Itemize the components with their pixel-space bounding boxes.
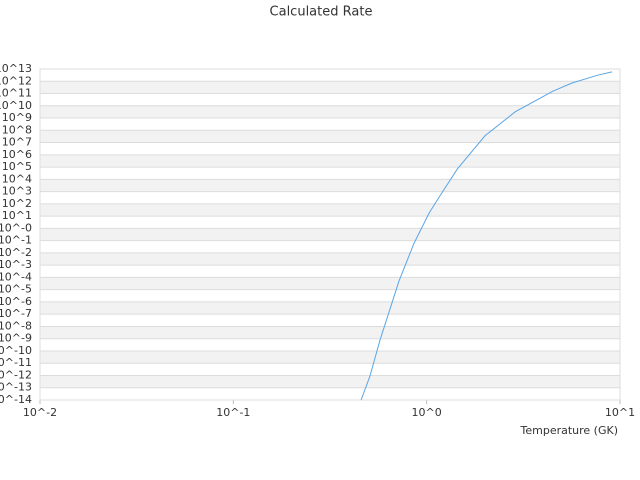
grid-band [40,301,620,315]
y-tick-label: 10^11 [0,87,32,100]
y-tick-label: 10^-5 [0,283,32,296]
y-tick-label: 10^12 [0,74,32,87]
y-tick-label: 10^10 [0,99,32,112]
y-tick-label: 10^5 [2,160,32,173]
y-tick-label: 10^-4 [0,270,32,283]
x-axis-label: Temperature (GK) [520,424,619,437]
grid-band [40,154,620,168]
y-tick-label: 10^6 [2,148,32,161]
grid-band [40,326,620,339]
grid-band [40,81,620,94]
y-tick-label: 10^-13 [0,381,32,394]
y-tick-label: 10^1 [2,209,32,222]
grid-band [40,228,620,241]
grid-band [40,130,620,143]
grid-band [40,105,620,119]
y-tick-label: 10^-0 [0,221,32,234]
y-tick-label: 10^3 [2,185,32,198]
grid-band [40,350,620,364]
plot-frame [39,68,621,401]
y-tick-label: 10^-11 [0,356,32,369]
x-tick-label: 10^0 [412,406,442,419]
y-tick-label: 10^-3 [0,258,32,271]
chart-title: Calculated Rate [270,5,373,20]
y-tick-label: 10^-12 [0,368,32,381]
y-tick-label: 10^4 [2,172,32,185]
y-tick-label: 10^-10 [0,344,32,357]
data-line [360,71,613,401]
y-tick-label: 10^-6 [0,295,32,308]
y-tick-label: 10^9 [2,111,32,124]
y-tick-label: 10^-7 [0,307,32,320]
grid-band [40,179,620,192]
y-tick-label: 10^13 [0,62,32,75]
y-tick-label: 10^-9 [0,332,32,345]
x-tick-label: 10^1 [605,406,635,419]
y-tick-label: 10^-8 [0,319,32,332]
y-tick-label: 10^-1 [0,234,32,247]
y-tick-label: 10^7 [2,136,32,149]
x-tick-label: 10^-2 [23,406,57,419]
grid-band [40,252,620,266]
y-tick-label: 10^2 [2,197,32,210]
grid-band [40,277,620,290]
y-tick-label: 10^-2 [0,246,32,259]
y-tick-label: 10^-14 [0,393,32,406]
grid-band [40,203,620,217]
x-tick-label: 10^-1 [216,406,250,419]
y-tick-label: 10^8 [2,123,32,136]
grid-band [40,375,620,388]
